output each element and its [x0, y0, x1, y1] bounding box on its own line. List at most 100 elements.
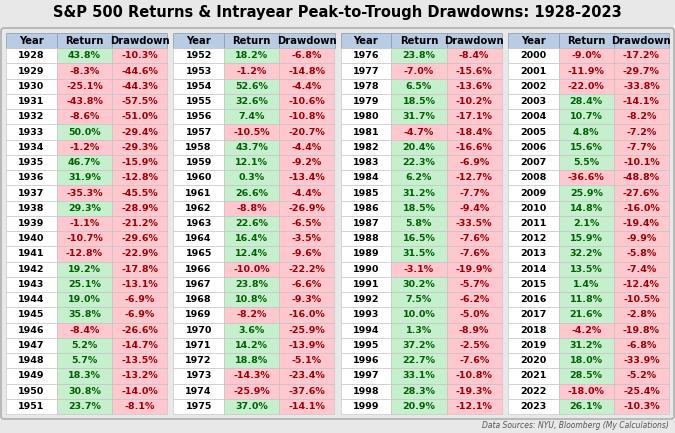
Text: 1995: 1995 — [353, 341, 379, 350]
Text: 1937: 1937 — [18, 188, 45, 197]
Bar — [57, 353, 112, 368]
Text: -28.9%: -28.9% — [122, 204, 158, 213]
Text: 1962: 1962 — [186, 204, 212, 213]
Text: -9.6%: -9.6% — [292, 249, 322, 259]
Text: 28.3%: 28.3% — [402, 387, 435, 396]
Bar — [558, 231, 614, 246]
Bar — [392, 338, 447, 353]
Text: 2.1%: 2.1% — [573, 219, 599, 228]
Bar — [57, 368, 112, 384]
Bar — [279, 155, 335, 170]
Text: 1929: 1929 — [18, 67, 45, 76]
Text: 1985: 1985 — [352, 188, 379, 197]
Text: -10.1%: -10.1% — [623, 158, 659, 167]
Text: -1.2%: -1.2% — [236, 67, 267, 76]
Text: -15.9%: -15.9% — [122, 158, 158, 167]
Text: 1961: 1961 — [186, 188, 212, 197]
Text: -6.9%: -6.9% — [125, 310, 155, 320]
Bar — [224, 338, 279, 353]
Text: Year: Year — [186, 36, 211, 45]
Bar — [508, 323, 558, 338]
Text: -22.2%: -22.2% — [288, 265, 325, 274]
Text: -8.3%: -8.3% — [70, 67, 100, 76]
Text: 13.5%: 13.5% — [570, 265, 603, 274]
Text: 5.7%: 5.7% — [72, 356, 98, 365]
Text: 2015: 2015 — [520, 280, 546, 289]
Bar — [508, 231, 558, 246]
Bar — [392, 368, 447, 384]
Bar — [224, 292, 279, 307]
Bar — [279, 79, 335, 94]
Bar — [447, 262, 502, 277]
Bar — [508, 109, 558, 124]
Bar — [224, 64, 279, 79]
Text: 2000: 2000 — [520, 52, 546, 60]
Bar — [173, 64, 224, 79]
Bar — [614, 353, 669, 368]
Bar — [614, 48, 669, 64]
Text: 22.6%: 22.6% — [235, 219, 268, 228]
Text: 2022: 2022 — [520, 387, 546, 396]
Bar — [224, 353, 279, 368]
Bar — [447, 384, 502, 399]
Bar — [112, 246, 167, 262]
Bar — [173, 48, 224, 64]
Bar — [173, 155, 224, 170]
Text: -20.7%: -20.7% — [288, 128, 325, 136]
Bar — [57, 124, 112, 140]
Bar — [224, 200, 279, 216]
Text: 10.0%: 10.0% — [402, 310, 435, 320]
Text: 1966: 1966 — [186, 265, 212, 274]
Text: 1936: 1936 — [18, 173, 45, 182]
Bar — [279, 353, 335, 368]
Bar — [224, 185, 279, 200]
Bar — [558, 323, 614, 338]
Bar — [279, 64, 335, 79]
Bar — [508, 124, 558, 140]
Bar — [614, 33, 669, 48]
Bar — [508, 79, 558, 94]
Text: 1990: 1990 — [353, 265, 379, 274]
Text: 1941: 1941 — [18, 249, 45, 259]
Bar — [279, 170, 335, 185]
Text: 1987: 1987 — [352, 219, 379, 228]
Bar — [340, 307, 391, 323]
Text: -18.4%: -18.4% — [456, 128, 493, 136]
Bar — [279, 368, 335, 384]
Text: Data Sources: NYU, Bloomberg (My Calculations): Data Sources: NYU, Bloomberg (My Calcula… — [482, 421, 669, 430]
Bar — [392, 48, 447, 64]
Bar — [392, 170, 447, 185]
Text: -7.6%: -7.6% — [459, 356, 489, 365]
Text: 30.2%: 30.2% — [402, 280, 435, 289]
Text: Return: Return — [400, 36, 438, 45]
Text: 1970: 1970 — [186, 326, 212, 335]
Bar — [57, 399, 112, 414]
Text: 2001: 2001 — [520, 67, 546, 76]
Bar — [57, 48, 112, 64]
Text: 1952: 1952 — [186, 52, 212, 60]
Bar — [508, 33, 558, 48]
Text: Drawdown: Drawdown — [444, 36, 504, 45]
Text: -13.4%: -13.4% — [288, 173, 325, 182]
Bar — [57, 277, 112, 292]
Bar — [340, 170, 391, 185]
Text: -22.0%: -22.0% — [568, 82, 605, 91]
Bar — [224, 48, 279, 64]
Text: 31.7%: 31.7% — [402, 112, 435, 121]
Text: -11.9%: -11.9% — [568, 67, 605, 76]
Text: -10.3%: -10.3% — [122, 52, 158, 60]
Text: -13.9%: -13.9% — [288, 341, 325, 350]
Text: -7.7%: -7.7% — [459, 188, 489, 197]
Bar — [614, 292, 669, 307]
Text: -8.8%: -8.8% — [236, 204, 267, 213]
Bar — [6, 200, 57, 216]
Text: 1981: 1981 — [352, 128, 379, 136]
Text: 23.7%: 23.7% — [68, 402, 101, 411]
Text: 2012: 2012 — [520, 234, 546, 243]
Text: -17.2%: -17.2% — [623, 52, 660, 60]
Text: 28.5%: 28.5% — [570, 372, 603, 381]
Text: -10.3%: -10.3% — [623, 402, 659, 411]
Text: 50.0%: 50.0% — [68, 128, 101, 136]
Text: -10.5%: -10.5% — [234, 128, 270, 136]
Bar — [112, 140, 167, 155]
